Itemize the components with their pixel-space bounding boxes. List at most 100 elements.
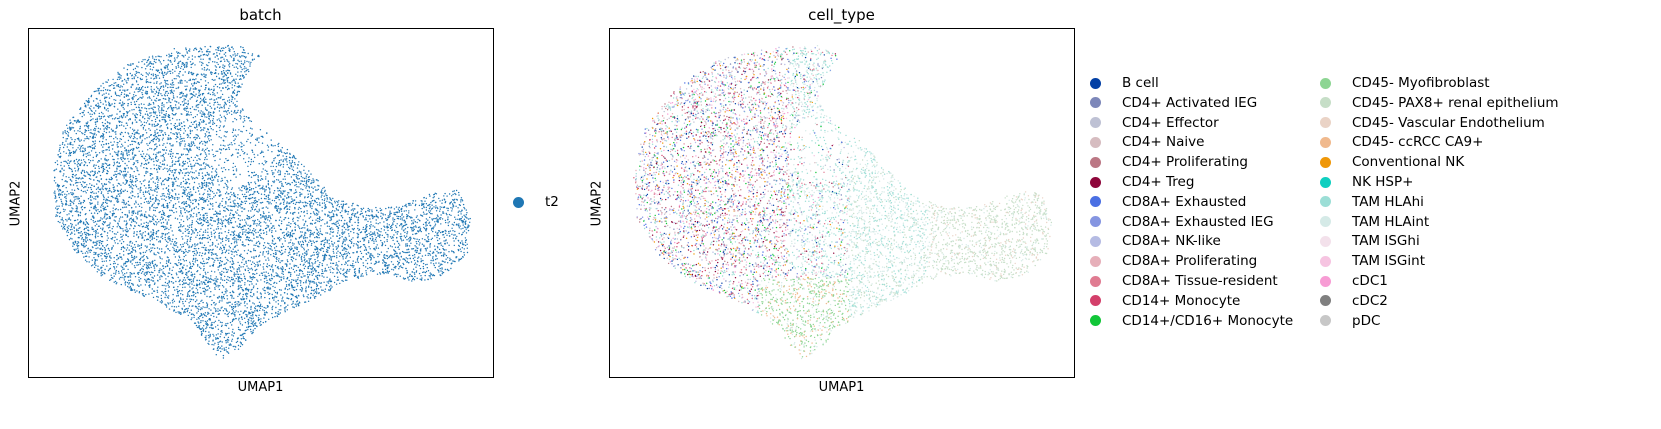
data-point bbox=[208, 331, 210, 333]
data-point bbox=[435, 217, 438, 219]
data-point bbox=[223, 107, 226, 109]
data-point bbox=[93, 253, 95, 256]
data-point bbox=[359, 213, 361, 216]
data-point bbox=[179, 97, 181, 99]
data-point bbox=[119, 193, 121, 195]
data-point bbox=[173, 243, 175, 245]
data-point bbox=[186, 242, 188, 244]
data-point bbox=[91, 259, 93, 261]
data-point bbox=[195, 176, 197, 179]
data-point bbox=[347, 226, 349, 229]
data-point bbox=[155, 178, 158, 180]
data-point bbox=[86, 237, 88, 239]
data-point bbox=[120, 171, 123, 173]
data-point bbox=[411, 280, 413, 282]
data-point bbox=[170, 123, 172, 125]
data-point bbox=[247, 160, 250, 163]
data-point bbox=[230, 100, 233, 103]
data-point bbox=[452, 193, 454, 196]
data-point bbox=[131, 123, 134, 125]
data-point bbox=[167, 92, 170, 95]
data-point bbox=[206, 212, 208, 214]
data-point bbox=[437, 232, 439, 234]
data-point bbox=[237, 261, 239, 264]
data-point bbox=[180, 213, 182, 215]
data-point bbox=[166, 126, 169, 129]
data-point bbox=[224, 251, 227, 254]
data-point bbox=[461, 216, 463, 218]
data-point bbox=[399, 259, 401, 261]
data-point bbox=[164, 167, 166, 169]
data-point bbox=[112, 164, 115, 167]
data-point bbox=[77, 162, 80, 165]
data-point bbox=[440, 270, 442, 272]
data-point bbox=[73, 130, 76, 132]
data-point bbox=[140, 210, 142, 212]
data-point bbox=[445, 249, 447, 251]
data-point bbox=[148, 102, 150, 105]
data-point bbox=[304, 227, 306, 229]
data-point bbox=[214, 94, 216, 97]
data-point bbox=[155, 135, 158, 138]
data-point bbox=[160, 297, 163, 300]
data-point bbox=[312, 232, 314, 235]
data-point bbox=[226, 79, 229, 82]
data-point bbox=[191, 283, 193, 285]
data-point bbox=[268, 259, 270, 261]
data-point bbox=[115, 269, 118, 272]
data-point bbox=[212, 121, 214, 123]
data-point bbox=[449, 257, 451, 259]
data-point bbox=[317, 197, 319, 199]
data-point bbox=[204, 237, 206, 239]
data-point bbox=[108, 85, 110, 87]
data-point bbox=[100, 247, 102, 249]
data-point bbox=[124, 284, 127, 286]
data-point bbox=[105, 131, 108, 134]
data-point bbox=[379, 209, 382, 212]
data-point bbox=[133, 211, 135, 213]
data-point bbox=[214, 108, 216, 110]
data-point bbox=[153, 223, 156, 226]
data-point bbox=[286, 161, 288, 163]
data-point bbox=[227, 205, 229, 207]
data-point bbox=[313, 278, 316, 280]
data-point bbox=[255, 186, 257, 189]
data-point bbox=[332, 255, 334, 258]
data-point bbox=[98, 140, 101, 143]
data-point bbox=[342, 255, 344, 258]
data-point bbox=[278, 236, 280, 239]
data-point bbox=[265, 176, 267, 178]
data-point bbox=[147, 64, 149, 66]
data-point bbox=[395, 211, 397, 214]
data-point bbox=[173, 306, 176, 308]
data-point bbox=[156, 186, 158, 189]
data-point bbox=[226, 188, 228, 190]
data-point bbox=[277, 164, 280, 166]
data-point bbox=[115, 233, 117, 235]
data-point bbox=[389, 210, 391, 212]
data-point bbox=[311, 242, 313, 245]
data-point bbox=[331, 256, 333, 258]
data-point bbox=[93, 221, 95, 224]
data-point bbox=[341, 243, 344, 245]
data-point bbox=[234, 134, 236, 136]
data-point bbox=[447, 207, 449, 210]
data-point bbox=[110, 95, 113, 98]
data-point bbox=[332, 197, 334, 200]
data-point bbox=[207, 249, 210, 251]
data-point bbox=[308, 271, 310, 273]
data-point bbox=[220, 333, 222, 335]
data-point bbox=[185, 47, 187, 49]
data-point bbox=[375, 240, 377, 242]
data-point bbox=[114, 280, 117, 283]
data-point bbox=[148, 118, 150, 120]
data-point bbox=[155, 76, 157, 78]
data-point bbox=[214, 287, 216, 289]
data-point bbox=[344, 243, 346, 246]
data-point bbox=[249, 163, 252, 166]
data-point bbox=[131, 75, 133, 77]
data-point bbox=[283, 234, 286, 237]
data-point bbox=[463, 230, 466, 232]
data-point bbox=[96, 240, 98, 242]
data-point bbox=[396, 252, 398, 255]
